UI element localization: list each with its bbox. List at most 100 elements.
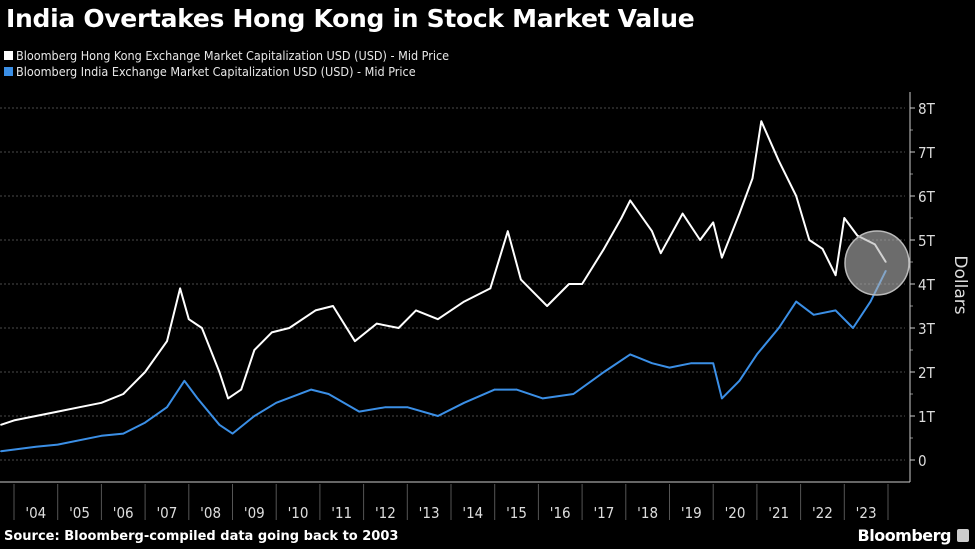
x-tick-label: '08 — [200, 504, 221, 522]
data-point — [463, 300, 465, 303]
data-point — [35, 446, 37, 448]
data-point — [603, 371, 605, 373]
data-point — [777, 327, 780, 329]
x-tick-label: '15 — [506, 504, 527, 522]
data-point — [56, 443, 59, 446]
bloomberg-logo: Bloomberg — [857, 526, 952, 545]
data-point — [78, 406, 81, 409]
source-note: Source: Bloomberg-compiled data going ba… — [4, 529, 399, 544]
data-point — [188, 318, 190, 321]
data-point — [808, 239, 811, 241]
y-tick-label: 8T — [918, 100, 936, 118]
x-tick-label: '20 — [725, 504, 746, 522]
x-tick-label: '05 — [69, 504, 90, 522]
data-point — [0, 424, 2, 426]
y-tick-label: 3T — [918, 320, 936, 338]
data-point — [856, 234, 859, 237]
data-point — [144, 421, 146, 424]
data-point — [201, 327, 203, 329]
x-tick-label: '04 — [25, 504, 46, 522]
data-point — [13, 419, 15, 422]
data-point — [196, 397, 199, 400]
data-point — [166, 406, 168, 409]
data-point — [681, 212, 684, 215]
data-point — [738, 380, 741, 382]
data-point — [437, 415, 439, 417]
data-point — [760, 120, 763, 122]
chart-title: India Overtakes Hong Kong in Stock Marke… — [6, 4, 695, 33]
x-tick-label: '19 — [681, 504, 702, 522]
data-point — [144, 371, 146, 373]
data-point — [35, 415, 37, 417]
y-tick-label: 0 — [918, 452, 927, 470]
x-tick-label: '09 — [244, 504, 265, 522]
highlight-circle — [844, 230, 910, 296]
line-hong-kong — [0, 120, 887, 426]
data-point — [533, 292, 535, 294]
y-tick-label: 5T — [918, 232, 936, 250]
data-point — [327, 393, 330, 395]
x-tick-label: '16 — [550, 504, 571, 522]
data-point — [852, 327, 854, 329]
data-point — [777, 160, 780, 162]
y-tick-label: 2T — [918, 364, 936, 382]
x-tick-label: '14 — [462, 504, 483, 522]
data-point — [463, 402, 465, 404]
data-point — [668, 366, 671, 369]
data-point — [712, 221, 714, 224]
x-tick-label: '12 — [375, 504, 396, 522]
data-point — [812, 314, 815, 316]
x-tick-label: '06 — [113, 504, 134, 522]
data-point — [437, 318, 439, 321]
data-point — [546, 305, 548, 307]
data-point — [541, 397, 544, 400]
bloomberg-logo-icon — [957, 529, 969, 542]
y-axis-label: Dollars — [950, 255, 970, 314]
data-point — [406, 406, 409, 409]
line-india — [0, 270, 887, 453]
data-point — [56, 410, 59, 413]
data-point — [795, 300, 798, 303]
legend-label: Bloomberg Hong Kong Exchange Market Capi… — [16, 48, 450, 63]
data-point — [520, 278, 522, 281]
data-point — [227, 397, 229, 400]
data-point — [572, 393, 575, 395]
x-tick-label: '22 — [812, 504, 833, 522]
data-point — [751, 177, 754, 180]
data-point — [620, 217, 623, 219]
legend-item-hong-kong: Bloomberg Hong Kong Exchange Market Capi… — [4, 48, 449, 63]
x-tick-label: '11 — [331, 504, 352, 522]
data-point — [795, 195, 798, 197]
data-point — [218, 371, 221, 373]
data-point — [384, 406, 387, 409]
y-tick-label: 4T — [918, 276, 936, 294]
data-point — [568, 283, 570, 285]
data-point — [834, 274, 837, 277]
data-point — [834, 309, 837, 312]
data-point — [821, 248, 824, 250]
data-point — [271, 331, 273, 334]
data-point — [756, 353, 758, 356]
data-point — [332, 305, 334, 307]
data-point — [397, 327, 400, 329]
data-point — [581, 283, 583, 285]
x-tick-label: '21 — [768, 504, 789, 522]
data-point — [659, 252, 662, 254]
data-point — [122, 393, 125, 395]
y-tick-label: 1T — [918, 408, 936, 426]
data-point — [253, 415, 256, 417]
series-hong-kong — [0, 120, 887, 426]
data-point — [651, 362, 653, 365]
data-point — [275, 402, 278, 404]
data-point — [288, 327, 291, 329]
data-point — [358, 410, 361, 413]
legend-item-india: Bloomberg India Exchange Market Capitali… — [4, 64, 416, 79]
data-point — [415, 309, 417, 312]
x-tick-label: '10 — [288, 504, 309, 522]
legend-label: Bloomberg India Exchange Market Capitali… — [16, 64, 416, 79]
data-point — [629, 353, 631, 356]
data-point — [515, 388, 518, 391]
x-tick-label: '13 — [419, 504, 440, 522]
x-tick-label: '17 — [593, 504, 614, 522]
